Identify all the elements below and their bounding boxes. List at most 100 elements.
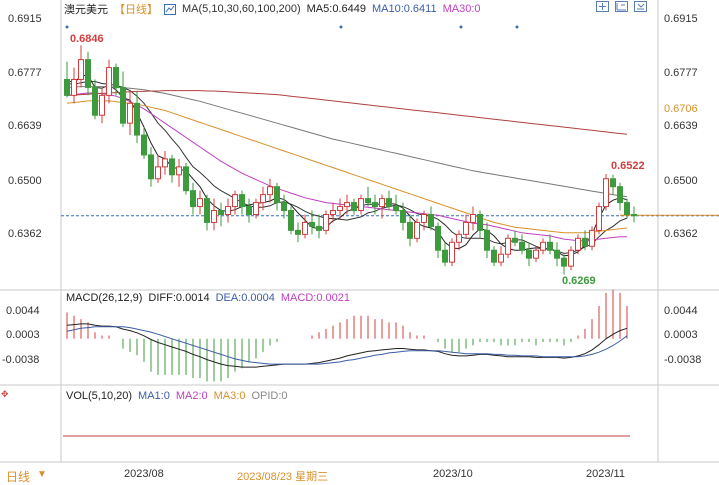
candle-body	[330, 210, 336, 215]
left-price-tick: 0.6915	[8, 13, 42, 25]
ma-settings-icon[interactable]	[164, 3, 176, 15]
period-label[interactable]: 【日线】	[114, 4, 158, 16]
candle-body	[400, 210, 406, 223]
event-marker	[515, 25, 519, 29]
left-price-tick: 0.6500	[8, 175, 42, 187]
candle-body	[428, 213, 434, 227]
candle-body	[456, 233, 462, 243]
volume-legend: VOL(5,10,20) MA1:0 MA2:0 MA3:0 OPID:0	[66, 390, 288, 402]
candle-body	[64, 78, 70, 96]
candle-body	[358, 198, 364, 212]
candle-body	[554, 249, 560, 259]
ma30-value: MA30:0	[442, 3, 481, 15]
collapse-icon[interactable]	[634, 1, 647, 12]
candle-body	[603, 178, 609, 208]
ma-line-ma10	[66, 81, 628, 254]
candle-body	[533, 249, 539, 259]
ma-line-ma200	[66, 90, 628, 135]
candle-body	[274, 186, 280, 204]
candle-body	[78, 59, 84, 80]
left-macd-tick: 0.0044	[6, 305, 40, 317]
candle-body	[407, 221, 413, 239]
candle-body	[176, 166, 182, 176]
candle-body	[519, 241, 525, 251]
period-dropdown-icon[interactable]: ▼	[37, 469, 47, 480]
zoom-in-icon[interactable]	[596, 1, 609, 12]
candle-body	[477, 213, 483, 231]
candle-body	[547, 241, 553, 251]
macd-legend: MACD(26,12,9) DIFF:0.0014 DEA:0.0004 MAC…	[66, 292, 350, 304]
ma10-value: MA10:0.6411	[371, 3, 437, 15]
right-price-tick: 0.6777	[664, 67, 698, 79]
xaxis-cursor-date: 2023/08/23 星期三	[237, 471, 329, 483]
low-annotation: 0.6269	[562, 275, 596, 287]
right-price-tick: 0.6915	[664, 13, 698, 25]
vol-title: VOL(5,10,20)	[66, 390, 133, 402]
candle-body	[246, 206, 252, 215]
candle-body	[99, 94, 105, 116]
candle-body	[148, 154, 154, 180]
candle-body	[260, 194, 266, 204]
ma5-value: MA5:0.6449	[306, 3, 366, 15]
candle-body	[253, 202, 259, 215]
ma-level-marker: 0.6706	[664, 103, 698, 115]
xaxis-label: 2023/10	[433, 468, 473, 480]
price-legend: 澳元美元 【日线】 MA(5,10,30,60,100,200) MA5:0.6…	[64, 1, 481, 17]
macd-diff-line	[66, 323, 628, 368]
candle-body	[267, 186, 273, 196]
right-macd-tick: 0.0044	[664, 305, 698, 317]
candle-body	[134, 102, 140, 136]
macd-dea-value: DEA:0.0004	[215, 292, 275, 304]
candle-body	[449, 241, 455, 263]
candle-body	[85, 59, 91, 88]
xaxis-label: 2023/11	[586, 468, 625, 480]
event-marker	[65, 25, 69, 29]
vol-ma2: MA2:0	[175, 390, 208, 402]
candle-body	[365, 198, 371, 204]
candle-body	[295, 229, 301, 235]
candle-body	[505, 237, 511, 255]
macd-diff-value: DIFF:0.0014	[148, 292, 210, 304]
candle-body	[337, 206, 343, 212]
right-price-tick: 0.6362	[664, 228, 698, 240]
candle-body	[344, 202, 350, 208]
candle-body	[617, 186, 623, 204]
right-price-tick: 0.6639	[664, 120, 698, 132]
candle-body	[498, 253, 504, 263]
candle-body	[379, 198, 385, 208]
candle-body	[470, 213, 476, 223]
candle-body	[596, 206, 602, 231]
candle-body	[288, 210, 294, 231]
candle-body	[421, 213, 427, 223]
left-price-tick: 0.6639	[8, 120, 42, 132]
symbol-name: 澳元美元	[64, 4, 108, 16]
chart-type-icon[interactable]	[615, 1, 628, 12]
left-macd-tick: 0.0003	[6, 329, 40, 341]
vol-ma3: MA3:0	[213, 390, 246, 402]
ma-line-ma100	[66, 86, 628, 198]
high-annotation: 0.6846	[70, 33, 104, 45]
candle-body	[155, 166, 161, 180]
candle-body	[372, 202, 378, 208]
right-macd-tick: 0.0003	[664, 329, 698, 341]
event-marker	[459, 25, 463, 29]
candle-body	[120, 86, 126, 124]
candle-body	[540, 241, 546, 251]
right-price-tick: 0.6500	[664, 175, 698, 187]
candle-body	[309, 221, 315, 227]
candle-body	[442, 249, 448, 263]
period-button[interactable]: 日线	[6, 470, 31, 484]
candle-body	[435, 225, 441, 251]
candle-body	[281, 202, 287, 212]
candle-body	[316, 225, 322, 231]
candle-body	[204, 198, 210, 223]
candle-body	[582, 237, 588, 247]
ma-params: MA(5,10,30,60,100,200)	[182, 3, 301, 15]
vol-opid: OPID:0	[251, 390, 288, 402]
candle-body	[169, 158, 175, 176]
candle-body	[631, 213, 637, 217]
candle-body	[106, 67, 112, 96]
candle-body	[575, 237, 581, 251]
candle-body	[463, 221, 469, 235]
